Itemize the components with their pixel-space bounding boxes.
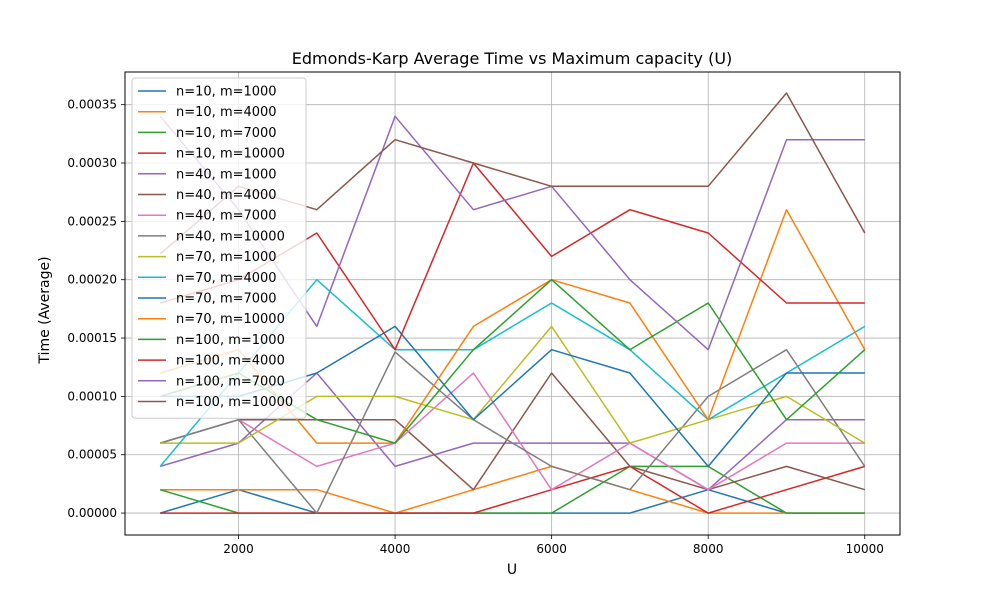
y-tick-label: 0.00000: [67, 506, 117, 520]
y-tick-label: 0.00010: [67, 389, 117, 403]
x-tick-label: 4000: [380, 542, 411, 556]
x-tick-label: 10000: [846, 542, 884, 556]
y-tick-label: 0.00030: [67, 156, 117, 170]
series-line: [159, 348, 866, 514]
y-tick-label: 0.00035: [67, 98, 117, 112]
x-tick-label: 8000: [693, 542, 724, 556]
y-tick-label: 0.00020: [67, 273, 117, 287]
x-axis-label: U: [507, 562, 517, 578]
legend-entry: n=100, m=4000: [176, 354, 285, 369]
series-line: [159, 372, 865, 491]
legend-entry: n=10, m=7000: [176, 126, 277, 141]
legend-entry: n=40, m=10000: [176, 229, 285, 244]
series-line: [160, 465, 865, 514]
y-axis-label: Time (Average): [37, 256, 53, 364]
legend-entry: n=70, m=1000: [176, 250, 277, 265]
legend-entry: n=70, m=10000: [176, 312, 285, 327]
legend-box: [131, 77, 307, 419]
legend-entry: n=100, m=10000: [176, 395, 293, 410]
series-line: [160, 325, 866, 444]
legend-entry: n=40, m=1000: [176, 167, 277, 182]
legend-entry: n=100, m=7000: [176, 374, 285, 389]
series-line: [160, 465, 866, 514]
x-tick-label: 2000: [223, 542, 254, 556]
y-tick-label: 0.00025: [67, 214, 117, 228]
legend-entry: n=10, m=1000: [176, 85, 277, 100]
legend-entry: n=70, m=4000: [176, 271, 277, 286]
legend-entry: n=100, m=1000: [176, 333, 285, 348]
x-tick-label: 6000: [536, 542, 567, 556]
legend-entry: n=40, m=4000: [176, 188, 277, 203]
legend-entry: n=10, m=10000: [176, 147, 285, 162]
chart-title: Edmonds-Karp Average Time vs Maximum cap…: [292, 49, 733, 68]
axis-ticks: 2000 4000 6000 8000 10000 0.00000 0.00005 0.000…: [67, 98, 883, 556]
y-tick-label: 0.00015: [67, 331, 117, 345]
plot-area-frame: [124, 71, 901, 536]
y-tick-label: 0.00005: [67, 448, 117, 462]
legend-entry: n=70, m=7000: [176, 292, 277, 307]
legend-entry: n=40, m=7000: [176, 209, 277, 224]
legend-entry: n=10, m=4000: [176, 105, 277, 120]
legend: n=10, m=1000 n=10, m=4000 n=10, m=7000 n=10…: [131, 77, 307, 419]
